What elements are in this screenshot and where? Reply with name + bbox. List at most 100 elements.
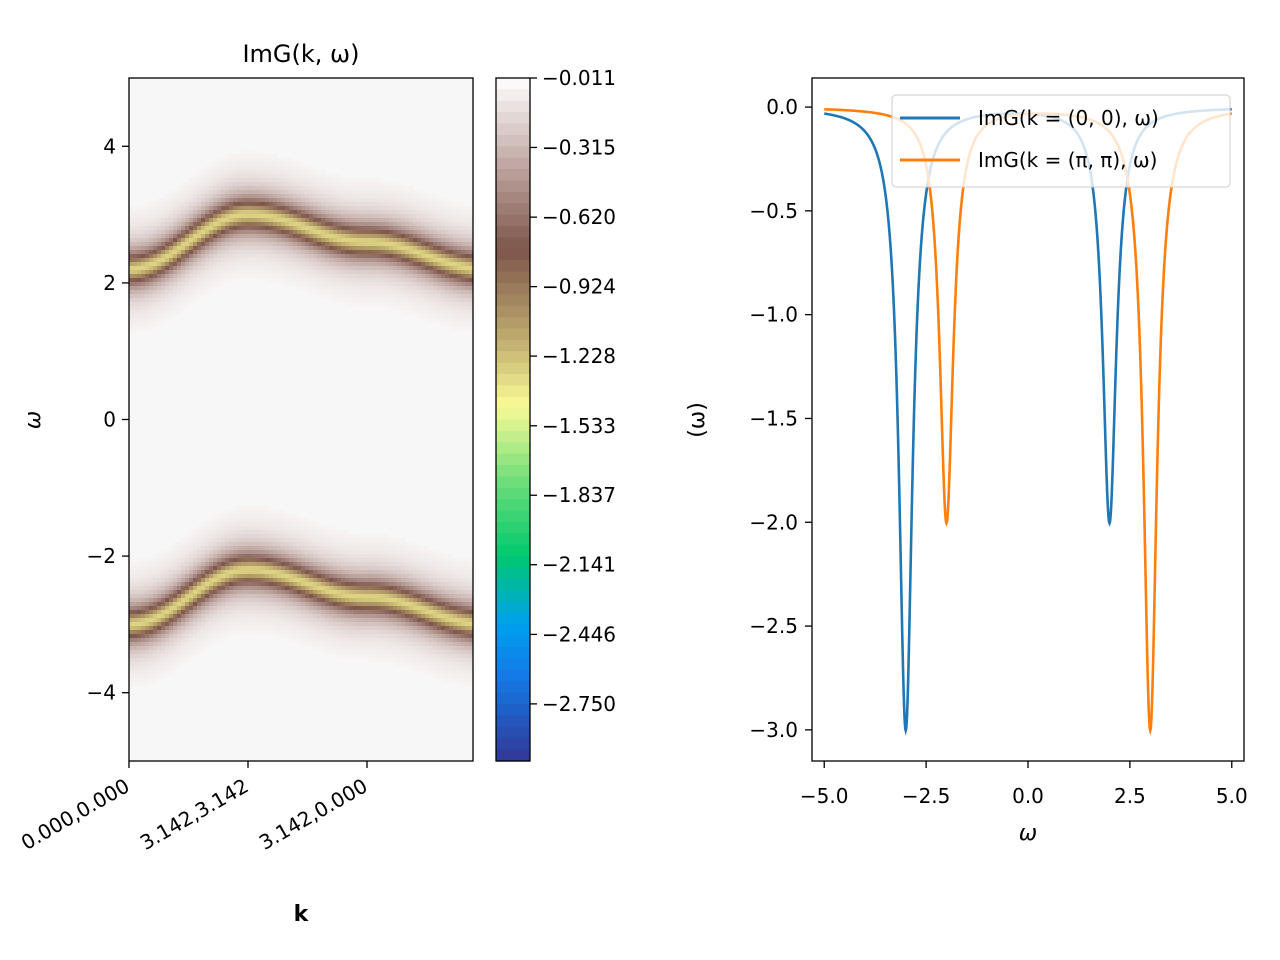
heatmap-cell <box>421 294 426 299</box>
heatmap-cell <box>201 606 206 611</box>
heatmap-cell <box>173 270 178 275</box>
heatmap-cell <box>341 282 346 287</box>
heatmap-cell <box>357 598 362 603</box>
heatmap-cell <box>173 190 178 195</box>
heatmap-cell <box>217 186 222 191</box>
heatmap-cell <box>317 182 322 187</box>
heatmap-cell <box>145 666 150 671</box>
heatmap-cell <box>313 254 318 259</box>
heatmap-cell <box>305 206 310 211</box>
heatmap-cell <box>141 294 146 299</box>
heatmap-cell <box>193 546 198 551</box>
heatmap-cell <box>253 550 258 555</box>
heatmap-cell <box>345 230 350 235</box>
heatmap-cell <box>249 214 254 219</box>
heatmap-cell <box>377 578 382 583</box>
heatmap-cell <box>181 250 186 255</box>
heatmap-cell <box>245 250 250 255</box>
heatmap-cell <box>421 254 426 259</box>
heatmap-cell <box>437 666 442 671</box>
heatmap-cell <box>253 530 258 535</box>
heatmap-cell <box>165 658 170 663</box>
heatmap-cell <box>269 158 274 163</box>
heatmap-cell <box>265 170 270 175</box>
heatmap-cell <box>345 530 350 535</box>
heatmap-cell <box>157 218 162 223</box>
heatmap-cell <box>293 218 298 223</box>
heatmap-cell <box>421 550 426 555</box>
heatmap-cell <box>221 546 226 551</box>
heatmap-cell <box>137 246 142 251</box>
heatmap-cell <box>137 230 142 235</box>
heatmap-cell <box>429 662 434 667</box>
heatmap-cell <box>237 226 242 231</box>
heatmap-cell <box>217 158 222 163</box>
heatmap-cell <box>337 246 342 251</box>
heatmap-cell <box>181 306 186 311</box>
heatmap-cell <box>141 258 146 263</box>
heatmap-cell <box>253 534 258 539</box>
heatmap-cell <box>301 246 306 251</box>
heatmap-cell <box>149 622 154 627</box>
heatmap-cell <box>245 166 250 171</box>
heatmap-cell <box>437 558 442 563</box>
heatmap-cell <box>413 630 418 635</box>
heatmap-cell <box>237 162 242 167</box>
heatmap-cell <box>297 166 302 171</box>
heatmap-cell <box>385 258 390 263</box>
heatmap-cell <box>181 590 186 595</box>
heatmap-cell <box>265 186 270 191</box>
heatmap-cell <box>253 598 258 603</box>
heatmap-cell <box>421 198 426 203</box>
heatmap-cell <box>289 558 294 563</box>
heatmap-cell <box>133 330 138 335</box>
heatmap-cell <box>177 550 182 555</box>
heatmap-cell <box>237 614 242 619</box>
heatmap-cell <box>401 274 406 279</box>
heatmap-cell <box>261 614 266 619</box>
heatmap-cell <box>317 618 322 623</box>
heatmap-cell <box>401 254 406 259</box>
heatmap-cell <box>221 554 226 559</box>
heatmap-cell <box>221 634 226 639</box>
heatmap-cell <box>365 234 370 239</box>
heatmap-cell <box>137 670 142 675</box>
heatmap-cell <box>169 290 174 295</box>
heatmap-cell <box>165 222 170 227</box>
heatmap-cell <box>357 550 362 555</box>
heatmap-cell <box>281 578 286 583</box>
heatmap-cell <box>157 586 162 591</box>
heatmap-cell <box>133 306 138 311</box>
heatmap-cell <box>325 606 330 611</box>
heatmap-cell <box>233 518 238 523</box>
heatmap-cell <box>281 178 286 183</box>
heatmap-cell <box>281 210 286 215</box>
heatmap-cell <box>441 294 446 299</box>
heatmap-cell <box>293 630 298 635</box>
heatmap-cell <box>433 670 438 675</box>
heatmap-cell <box>301 278 306 283</box>
heatmap-cell <box>145 226 150 231</box>
heatmap-cell <box>205 194 210 199</box>
heatmap-cell <box>373 626 378 631</box>
heatmap-cell <box>385 558 390 563</box>
heatmap-cell <box>317 286 322 291</box>
heatmap-cell <box>393 238 398 243</box>
heatmap-cell <box>325 602 330 607</box>
heatmap-cell <box>273 238 278 243</box>
heatmap-cell <box>269 606 274 611</box>
heatmap-cell <box>197 222 202 227</box>
heatmap-cell <box>409 306 414 311</box>
heatmap-cell <box>441 622 446 627</box>
heatmap-cell <box>369 262 374 267</box>
heatmap-cell <box>293 558 298 563</box>
heatmap-cell <box>141 678 146 683</box>
heatmap-cell <box>337 542 342 547</box>
heatmap-cell <box>141 646 146 651</box>
heatmap-cell <box>297 262 302 267</box>
heatmap-cell <box>213 610 218 615</box>
heatmap-cell <box>177 294 182 299</box>
heatmap-cell <box>273 258 278 263</box>
heatmap-cell <box>413 550 418 555</box>
heatmap-cell <box>213 162 218 167</box>
